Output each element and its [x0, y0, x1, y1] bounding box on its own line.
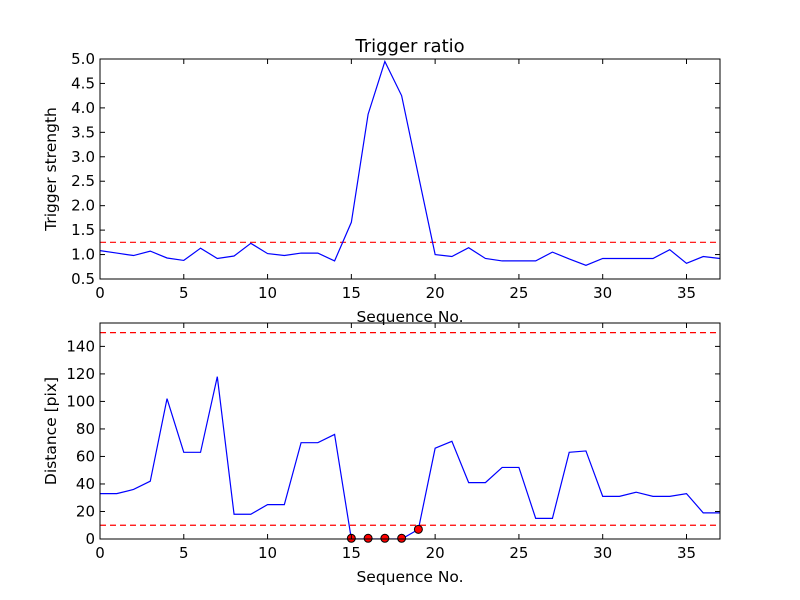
x-tick-label: 25	[509, 544, 528, 562]
y-tick-label: 0.5	[71, 270, 95, 288]
x-tick-label: 30	[593, 284, 612, 302]
x-tick-label: 15	[342, 544, 361, 562]
y-tick-label: 20	[76, 502, 95, 520]
data-marker-5	[413, 524, 423, 534]
chart-panel-2: 0 5 10 15 20 25 30 35 0 20 40 60 80 100 120 140 Sequence…	[42, 322, 721, 586]
x-axis-label: Sequence No.	[356, 308, 463, 326]
x-tick-label: 20	[426, 284, 445, 302]
y-tick-label: 100	[66, 392, 95, 410]
y-axis-label: Distance [pix]	[42, 377, 60, 485]
plot-area	[100, 59, 720, 266]
series-line-1	[100, 376, 720, 539]
x-tick-label: 35	[677, 284, 696, 302]
y-tick-label: 2.5	[71, 172, 95, 190]
plot-area	[100, 332, 720, 539]
y-tick-label: 3.5	[71, 123, 95, 141]
x-tick-label: 0	[95, 544, 105, 562]
x-tick-label: 15	[342, 284, 361, 302]
x-axis-label: Sequence No.	[356, 568, 463, 586]
x-tick-label: 0	[95, 284, 105, 302]
axes-frame	[99, 322, 721, 540]
data-marker-3	[380, 533, 390, 543]
chart-title: Trigger ratio	[354, 36, 464, 57]
y-tick-label: 1.5	[71, 221, 95, 239]
y-tick-label: 140	[66, 337, 95, 355]
y-tick-label: 0	[85, 530, 95, 548]
x-tick-label: 25	[509, 284, 528, 302]
y-tick-label: 120	[66, 365, 95, 383]
y-tick-label: 5.0	[71, 50, 95, 68]
y-tick-label: 80	[76, 420, 95, 438]
y-tick-label: 1.0	[71, 246, 95, 264]
x-tick-label: 10	[258, 544, 277, 562]
y-tick-label: 2.0	[71, 197, 95, 215]
chart-panel-1: 0 5 10 15 20 25 30 35 0.5 1.0 1.5 2.0 2.5 3.0 3.5 4.0 4.…	[42, 36, 721, 326]
y-tick-label: 4.0	[71, 99, 95, 117]
y-tick-label: 40	[76, 475, 95, 493]
x-tick-label: 5	[179, 544, 189, 562]
axes-frame	[99, 58, 721, 280]
data-marker-4	[397, 533, 407, 543]
y-tick-label: 3.0	[71, 148, 95, 166]
x-tick-label: 35	[677, 544, 696, 562]
series-line-1	[100, 59, 720, 266]
y-axis-label: Trigger strength	[42, 107, 60, 232]
x-tick-label: 5	[179, 284, 189, 302]
x-tick-label: 30	[593, 544, 612, 562]
y-tick-label: 60	[76, 447, 95, 465]
y-tick-label: 4.5	[71, 74, 95, 92]
data-marker-2	[363, 533, 373, 543]
x-tick-label: 10	[258, 284, 277, 302]
x-tick-label: 20	[426, 544, 445, 562]
